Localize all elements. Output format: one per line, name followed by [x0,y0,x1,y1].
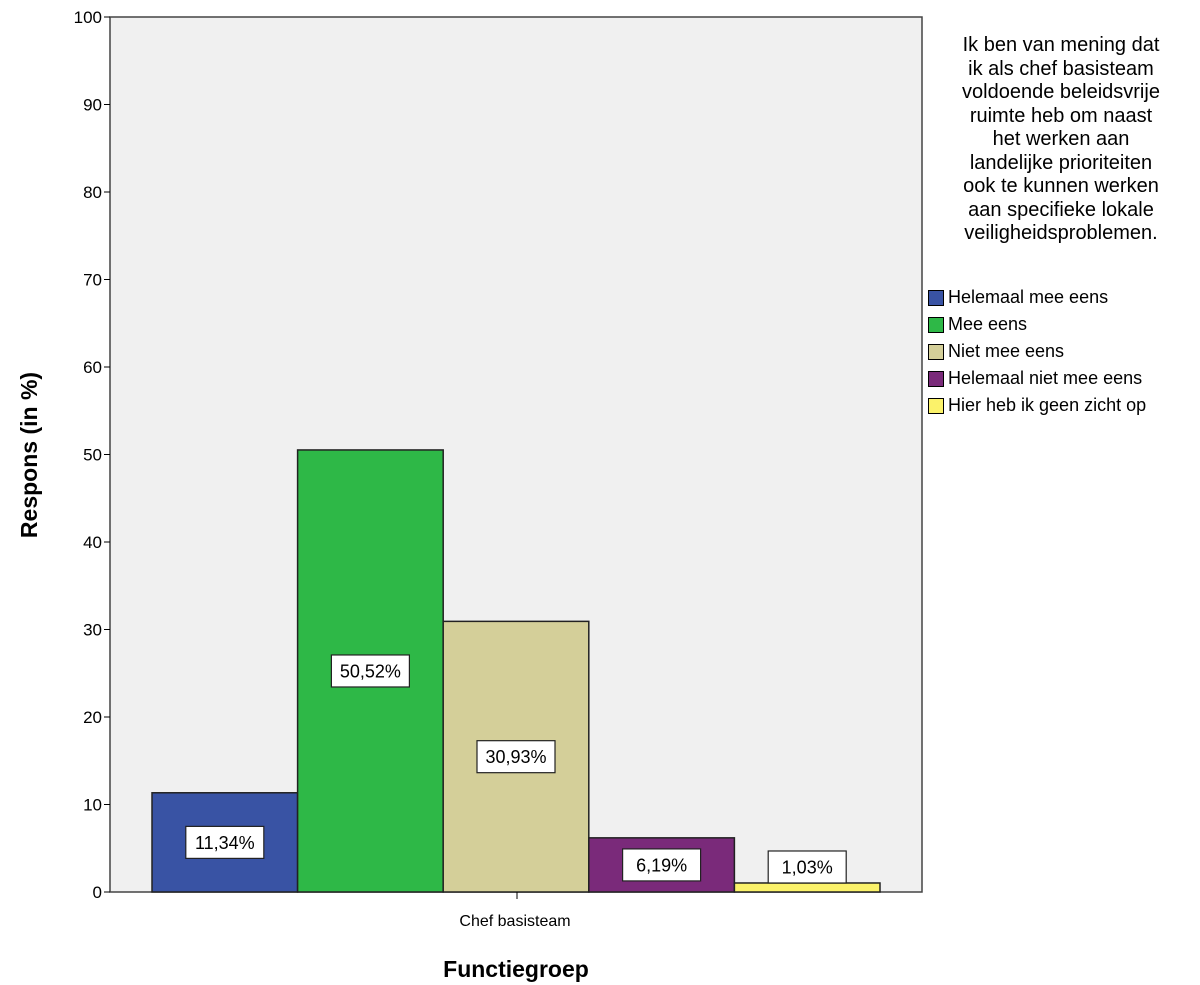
data-label: 6,19% [621,848,702,882]
data-label-text: 6,19% [636,855,687,875]
x-tick-label: Chef basisteam [459,913,570,930]
legend: Helemaal mee eens Mee eens Niet mee eens He… [928,284,1146,419]
data-label: 1,03% [767,850,847,884]
legend-title: Ik ben van mening dat ik als chef basist… [962,34,1160,244]
y-axis: 0 10 20 30 40 50 60 70 80 90 100 [74,8,110,902]
y-tick-label: 80 [83,183,102,202]
legend-label: Hier heb ik geen zicht op [948,395,1147,415]
legend-swatch [928,316,944,333]
legend-item: Helemaal mee eens [928,284,1146,311]
legend-label: Helemaal niet mee eens [948,368,1143,388]
legend-swatch [928,289,944,306]
y-tick-label: 60 [83,358,102,377]
y-tick-label: 10 [83,796,102,815]
data-label-text: 50,52% [340,661,401,681]
legend-item: Mee eens [928,311,1146,338]
legend-swatch [928,370,944,387]
legend-item: Niet mee eens [928,338,1146,365]
y-tick-label: 20 [83,708,102,727]
data-labels: 11,34% 50,52% 30,93% 6,19% 1,03% [185,654,847,884]
data-label-text: 30,93% [485,747,546,767]
legend-swatch [928,343,944,360]
data-label-text: 1,03% [782,857,833,877]
y-tick-label: 30 [83,621,102,640]
x-axis-label: Functiegroep [443,956,589,982]
y-tick-label: 70 [83,271,102,290]
y-tick-label: 0 [93,883,102,902]
data-label: 50,52% [330,654,410,688]
y-tick-label: 100 [74,8,102,27]
data-label: 30,93% [476,740,556,774]
legend-item: Hier heb ik geen zicht op [928,392,1146,419]
y-tick-label: 50 [83,446,102,465]
bar-hier-heb-ik-geen-zicht-op [733,882,881,893]
data-label: 11,34% [185,825,265,859]
legend-swatch [928,397,944,414]
y-tick-label: 90 [83,96,102,115]
legend-label: Niet mee eens [948,341,1065,361]
data-label-text: 11,34% [195,833,255,853]
legend-label: Mee eens [948,314,1028,334]
y-tick-label: 40 [83,533,102,552]
y-axis-label: Respons (in %) [16,372,42,538]
legend-label: Helemaal mee eens [948,287,1109,307]
legend-item: Helemaal niet mee eens [928,365,1146,392]
